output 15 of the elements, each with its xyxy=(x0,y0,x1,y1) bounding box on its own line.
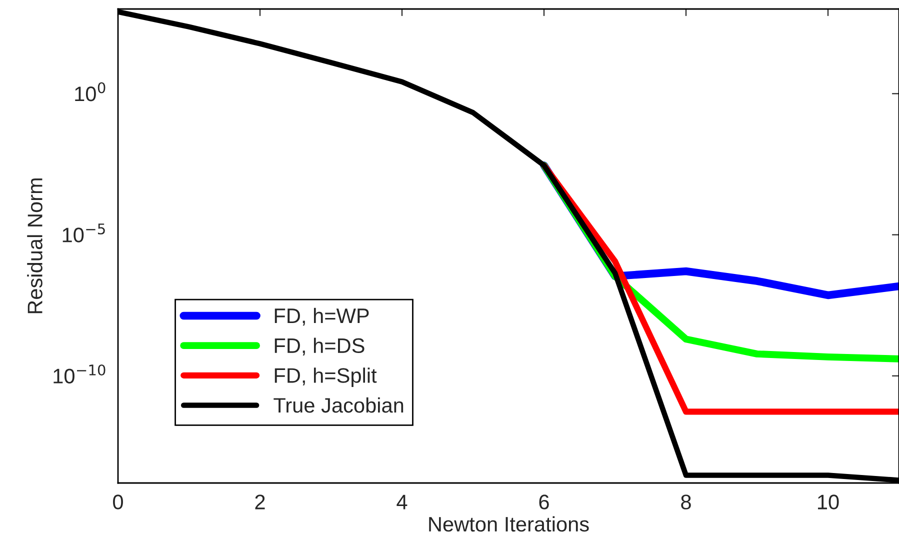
x-tick-label: 10 xyxy=(818,494,839,510)
legend-label: FD, h=DS xyxy=(274,338,364,356)
x-axis-title: Newton Iterations xyxy=(429,516,589,532)
legend-label: FD, h=WP xyxy=(274,308,369,326)
y-tick-label: 10$^{−5}$ xyxy=(62,224,105,242)
legend-label: FD, h=Split xyxy=(274,368,377,388)
x-tick-label: 4 xyxy=(396,494,408,510)
x-tick-label: 8 xyxy=(681,494,691,510)
x-tick-label: 6 xyxy=(539,494,549,510)
legend-label: True Jacobian xyxy=(274,397,404,413)
y-tick-label: 10$^{0}$ xyxy=(75,82,106,102)
y-tick-label: 10$^{−10}$ xyxy=(54,364,106,384)
x-tick-label: 0 xyxy=(113,494,123,510)
x-tick-label: 2 xyxy=(255,494,265,510)
y-axis-title: Residual Norm xyxy=(27,178,42,314)
